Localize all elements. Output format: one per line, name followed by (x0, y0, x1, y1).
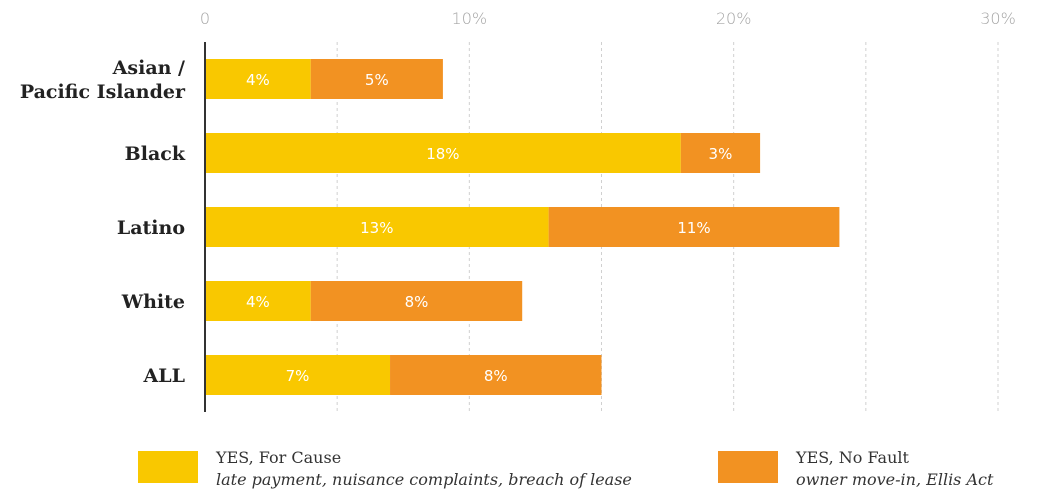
bar-value-label: 4% (246, 293, 270, 311)
bar-segment (205, 59, 311, 99)
legend-subtitle-for-cause: late payment, nuisance complaints, breac… (216, 470, 632, 489)
bar-value-label: 13% (360, 219, 393, 237)
bar-segment (205, 207, 549, 247)
bar-segment (205, 281, 311, 321)
x-tick-label: 10% (452, 9, 488, 28)
bar-value-label: 11% (677, 219, 710, 237)
bar-value-label: 7% (286, 367, 310, 385)
bar-segment (680, 133, 761, 173)
category-label: ALL (143, 365, 185, 387)
category-label: Black (125, 143, 186, 165)
x-axis-ticks: 0 10% 20% 30% (200, 9, 1016, 28)
legend-swatch-for-cause (138, 451, 198, 483)
legend-subtitle-no-fault: owner move-in, Ellis Act (796, 470, 994, 489)
bar-segment (548, 207, 840, 247)
legend-item-no-fault: YES, No Fault owner move-in, Ellis Act (718, 448, 1038, 496)
bar-segment (205, 133, 681, 173)
bar-value-label: 4% (246, 71, 270, 89)
category-label: Asian / Pacific Islander (20, 57, 186, 103)
grid-lines (336, 42, 999, 412)
x-tick-label: 30% (980, 9, 1016, 28)
category-label: Latino (117, 217, 185, 239)
bar-value-label: 8% (484, 367, 508, 385)
bar-value-label: 8% (405, 293, 429, 311)
legend-title-for-cause: YES, For Cause (216, 448, 342, 467)
legend-swatch-no-fault (718, 451, 778, 483)
legend-item-for-cause: YES, For Cause late payment, nuisance co… (138, 448, 698, 496)
bar-segment (310, 281, 523, 321)
category-labels: Asian / Pacific Islander Black Latino White A… (20, 57, 186, 387)
category-label: White (121, 291, 185, 313)
bar-value-label: 5% (365, 71, 389, 89)
x-tick-label: 20% (716, 9, 752, 28)
stacked-bar-chart: 0 10% 20% 30% 4% 5% 18% 3% 13% 11% 4% 8% 7% 8% Asian… (20, 9, 1016, 412)
bar-value-label: 18% (426, 145, 459, 163)
bar-value-label: 3% (709, 145, 733, 163)
bars: 4% 5% 18% 3% 13% 11% 4% 8% 7% 8% (205, 59, 840, 395)
bar-segment (205, 355, 391, 395)
bar-segment (310, 59, 443, 99)
x-tick-label: 0 (200, 9, 210, 28)
bar-segment (390, 355, 602, 395)
legend-title-no-fault: YES, No Fault (796, 448, 909, 467)
